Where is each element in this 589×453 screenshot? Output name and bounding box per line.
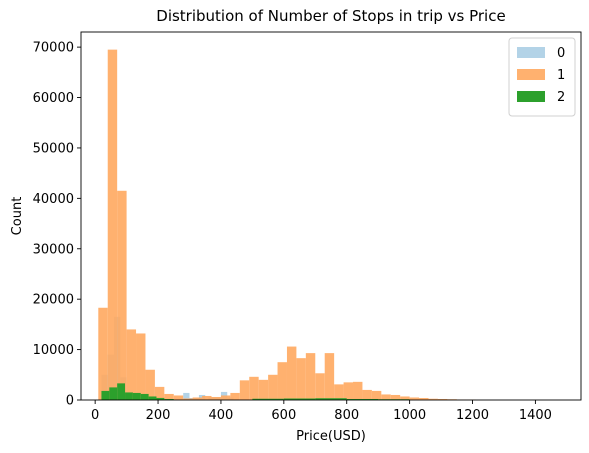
legend: 0 1 2 [508,37,576,117]
bar-series-1-bin-17 [258,379,269,400]
bar-series-1-bin-11 [202,395,212,400]
bar-series-1-bin-19 [277,362,287,400]
bar-series-1-bin-28 [362,389,372,400]
y-axis-label: Count [10,197,25,236]
legend-label-2: 2 [557,90,565,105]
bar-series-1-bin-31 [390,394,401,400]
bar-series-1-bin-35 [428,398,438,400]
bar-series-2-bin-7 [156,397,165,400]
bar-series-1-bin-14 [230,392,240,400]
y-tick-label: 70000 [33,41,74,56]
x-tick-label: 600 [271,408,296,423]
y-tick-label: 30000 [33,242,74,257]
bar-series-2-bin-8 [164,398,174,400]
x-tick-label: 1400 [519,408,552,423]
bar-series-1-bin-23 [315,373,325,400]
bar-series-1-bin-7 [164,393,174,400]
x-tick-label: 1000 [393,408,426,423]
legend-swatch-1 [517,69,545,80]
bar-series-2-bin-2 [117,383,126,400]
legend-label-0: 0 [557,46,565,61]
bar-series-1-bin-33 [409,397,420,400]
x-tick-label: 0 [91,408,99,423]
bar-series-1-bin-10 [192,397,203,400]
bar-series-1-bin-6 [154,386,165,400]
bar-series-1-bin-29 [371,390,382,400]
bar-series-2-bin-5 [140,393,149,400]
bar-series-2-bin-10 [283,398,316,400]
bars-layer [98,49,476,400]
bar-series-2-bin-12 [346,398,379,400]
bar-series-1-bin-32 [400,396,410,400]
plot-frame [80,31,582,401]
bar-series-1-bin-25 [334,384,344,400]
bar-series-2-bin-3 [125,392,133,400]
bar-series-1-bin-16 [249,376,259,400]
bar-series-2-bin-1 [109,387,118,400]
bar-series-1-bin-0 [98,307,108,400]
y-tick-label: 60000 [33,91,74,106]
bar-series-1-bin-2 [117,190,127,400]
y-tick-label: 0 [66,394,74,409]
x-tick-label: 1200 [456,408,489,423]
bar-series-1-bin-22 [305,353,316,400]
y-axis: 0 10000 20000 30000 40000 50000 60000 70000 [33,41,81,409]
bar-series-1-bin-4 [136,333,146,400]
bar-series-1-bin-15 [239,380,250,400]
bar-series-1-bin-36 [437,398,448,400]
bar-series-1-bin-21 [296,358,306,400]
bar-series-1-bin-5 [145,369,155,400]
bar-series-1-bin-9 [183,398,193,400]
legend-swatch-2 [517,91,545,102]
bar-series-1-bin-18 [268,374,278,400]
bar-series-2-bin-0 [101,390,110,400]
bar-series-0-bin-6 [183,392,190,400]
y-tick-label: 50000 [33,141,74,156]
bar-series-1-bin-34 [419,397,429,400]
bar-series-1-bin-12 [211,396,221,400]
y-tick-label: 40000 [33,192,74,207]
bar-series-1-bin-8 [173,395,184,400]
bar-series-1-bin-24 [324,353,335,400]
bar-series-1-bin-30 [381,394,391,400]
bar-series-1-bin-1 [107,49,118,400]
x-axis-label: Price(USD) [296,429,366,444]
bar-series-1-bin-13 [220,395,231,400]
bar-series-0-bin-8 [198,394,206,400]
bar-series-2-bin-6 [148,396,157,400]
x-tick-label: 800 [334,408,359,423]
bar-series-1-bin-3 [126,329,137,400]
bar-series-2-bin-4 [132,392,141,400]
bar-series-1-bin-27 [353,381,363,400]
legend-label-1: 1 [557,68,565,83]
chart-title: Distribution of Number of Stops in trip … [156,7,505,25]
bar-series-2-bin-9 [252,398,284,400]
legend-swatch-0 [517,47,545,58]
x-axis: 0 200 400 600 800 1000 1200 1400 [91,400,552,423]
x-tick-label: 200 [146,408,171,423]
bar-series-1-bin-26 [343,382,354,400]
bar-series-2-bin-11 [315,398,347,400]
x-tick-label: 400 [209,408,234,423]
bar-series-1-bin-20 [286,346,297,400]
y-tick-label: 10000 [33,343,74,358]
y-tick-label: 20000 [33,293,74,308]
